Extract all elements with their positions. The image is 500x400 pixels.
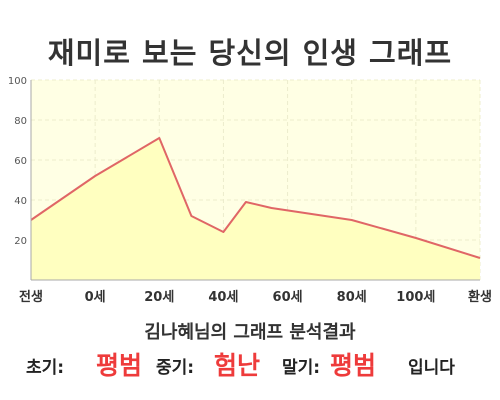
x-tick-label: 100세 xyxy=(396,290,435,305)
early-label: 초기: xyxy=(26,358,65,378)
x-tick-label: 환생 xyxy=(468,289,492,305)
result-ending: 입니다 xyxy=(408,358,455,378)
early-value: 평범 xyxy=(96,351,143,380)
x-tick-label: 60세 xyxy=(273,290,303,305)
x-tick-label: 80세 xyxy=(337,290,367,305)
late-label: 말기: xyxy=(282,358,321,378)
x-tick-label: 40세 xyxy=(208,290,238,305)
y-tick-labels: 20 40 60 80 100 xyxy=(8,76,27,247)
x-tick-label: 20세 xyxy=(144,290,174,305)
analysis-subtitle: 김나혜님의 그래프 분석결과 xyxy=(144,322,356,343)
y-tick-label: 80 xyxy=(14,116,27,127)
life-area-fill xyxy=(31,138,480,280)
life-series-line xyxy=(30,137,481,259)
late-value: 평범 xyxy=(330,351,377,380)
analysis-result: 초기: 평범 중기: 험난 말기: 평범 입니다 xyxy=(20,346,480,382)
y-tick-label: 20 xyxy=(14,236,27,247)
y-tick-label: 40 xyxy=(14,196,27,207)
mid-label: 중기: xyxy=(156,358,195,378)
x-tick-label: 전생 xyxy=(19,289,43,305)
y-tick-label: 100 xyxy=(8,76,27,87)
chart-title: 재미로 보는 당신의 인생 그래프 xyxy=(47,36,453,70)
axes xyxy=(30,80,480,281)
x-tick-label: 0세 xyxy=(85,290,106,305)
mid-value: 험난 xyxy=(214,351,261,380)
x-tick-labels: 전생 0세 20세 40세 60세 80세 100세 환생 xyxy=(19,289,492,305)
y-tick-label: 60 xyxy=(14,156,27,167)
